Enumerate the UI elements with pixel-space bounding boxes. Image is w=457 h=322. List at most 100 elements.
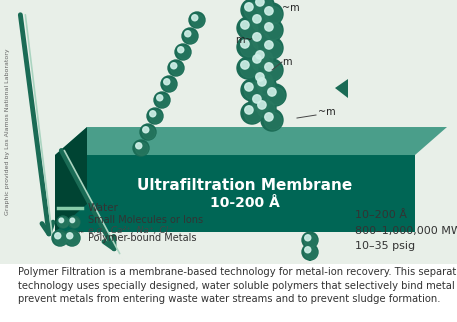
Circle shape: [244, 105, 262, 123]
Circle shape: [264, 62, 282, 80]
Polygon shape: [335, 79, 348, 98]
Text: ~m: ~m: [318, 107, 335, 117]
Circle shape: [52, 230, 68, 246]
Circle shape: [244, 82, 262, 100]
Circle shape: [67, 233, 73, 239]
Circle shape: [175, 44, 191, 60]
Circle shape: [157, 95, 163, 101]
Circle shape: [143, 127, 149, 133]
Circle shape: [252, 47, 274, 69]
Circle shape: [245, 83, 253, 91]
Circle shape: [240, 39, 258, 57]
Circle shape: [258, 101, 266, 109]
Circle shape: [149, 110, 162, 123]
Circle shape: [133, 140, 149, 156]
Circle shape: [261, 37, 283, 59]
Circle shape: [191, 14, 204, 27]
Circle shape: [256, 73, 264, 81]
Circle shape: [267, 87, 285, 105]
Circle shape: [253, 33, 261, 41]
Circle shape: [268, 88, 276, 96]
Circle shape: [154, 92, 170, 108]
Circle shape: [265, 63, 273, 71]
Polygon shape: [55, 127, 447, 155]
Text: 10-200 Å: 10-200 Å: [210, 195, 280, 210]
Circle shape: [237, 36, 259, 58]
Circle shape: [255, 50, 273, 68]
Text: Water: Water: [88, 203, 119, 213]
Circle shape: [156, 94, 169, 107]
Circle shape: [70, 218, 74, 223]
Circle shape: [245, 3, 253, 11]
Circle shape: [261, 3, 283, 25]
Circle shape: [264, 112, 282, 130]
Circle shape: [147, 108, 163, 124]
Circle shape: [66, 232, 79, 245]
Circle shape: [255, 72, 273, 90]
Circle shape: [237, 57, 259, 79]
Circle shape: [253, 15, 261, 23]
Text: Graphic provided by Los Alamos National Laboratory: Graphic provided by Los Alamos National …: [5, 49, 11, 215]
Circle shape: [252, 0, 274, 16]
Circle shape: [245, 106, 253, 114]
Circle shape: [304, 246, 317, 259]
Circle shape: [70, 218, 80, 227]
Circle shape: [252, 69, 274, 91]
Circle shape: [189, 12, 205, 28]
Circle shape: [256, 0, 264, 6]
Circle shape: [264, 40, 282, 58]
Circle shape: [177, 46, 190, 59]
Circle shape: [302, 244, 318, 260]
Circle shape: [185, 31, 191, 37]
Circle shape: [178, 47, 184, 53]
Text: Ultrafiltration Membrane: Ultrafiltration Membrane: [138, 178, 353, 193]
Circle shape: [240, 60, 258, 78]
Circle shape: [185, 30, 197, 43]
Circle shape: [135, 142, 148, 155]
Text: m~: m~: [235, 35, 253, 45]
Circle shape: [304, 234, 317, 247]
Text: Polymer Filtration is a membrane-based technology for metal-ion recovery. This s: Polymer Filtration is a membrane-based t…: [18, 267, 457, 304]
Circle shape: [257, 77, 275, 95]
Circle shape: [265, 41, 273, 49]
Circle shape: [54, 232, 67, 245]
Circle shape: [140, 124, 156, 140]
Circle shape: [249, 51, 271, 73]
Circle shape: [241, 79, 263, 101]
Circle shape: [59, 218, 64, 223]
Circle shape: [241, 102, 263, 124]
Circle shape: [249, 29, 271, 51]
Circle shape: [164, 79, 176, 91]
Circle shape: [182, 28, 198, 44]
Circle shape: [55, 233, 61, 239]
Circle shape: [59, 218, 69, 227]
Circle shape: [253, 95, 261, 103]
Circle shape: [264, 22, 282, 40]
Circle shape: [252, 32, 270, 50]
Circle shape: [237, 17, 259, 39]
Circle shape: [258, 78, 266, 86]
Circle shape: [249, 11, 271, 33]
Circle shape: [249, 91, 271, 113]
Bar: [55, 155, 415, 232]
Circle shape: [265, 23, 273, 31]
Circle shape: [241, 61, 249, 69]
Text: Polymer-bound Metals: Polymer-bound Metals: [88, 233, 197, 243]
Circle shape: [64, 230, 80, 246]
Circle shape: [265, 113, 273, 121]
Circle shape: [252, 54, 270, 72]
Circle shape: [264, 6, 282, 24]
Circle shape: [170, 62, 183, 75]
Text: ᵐ: ᵐ: [79, 229, 84, 238]
Circle shape: [261, 19, 283, 41]
Circle shape: [171, 63, 177, 69]
Circle shape: [255, 0, 273, 15]
Circle shape: [252, 14, 270, 32]
Circle shape: [241, 21, 249, 29]
Circle shape: [254, 74, 276, 96]
Text: Small Molecules or Ions: Small Molecules or Ions: [88, 215, 203, 225]
Circle shape: [68, 216, 80, 228]
Circle shape: [265, 7, 273, 15]
Circle shape: [136, 143, 142, 149]
Text: e.g., Ca²⁺, Na⁺, Cl⁻: e.g., Ca²⁺, Na⁺, Cl⁻: [88, 225, 173, 234]
